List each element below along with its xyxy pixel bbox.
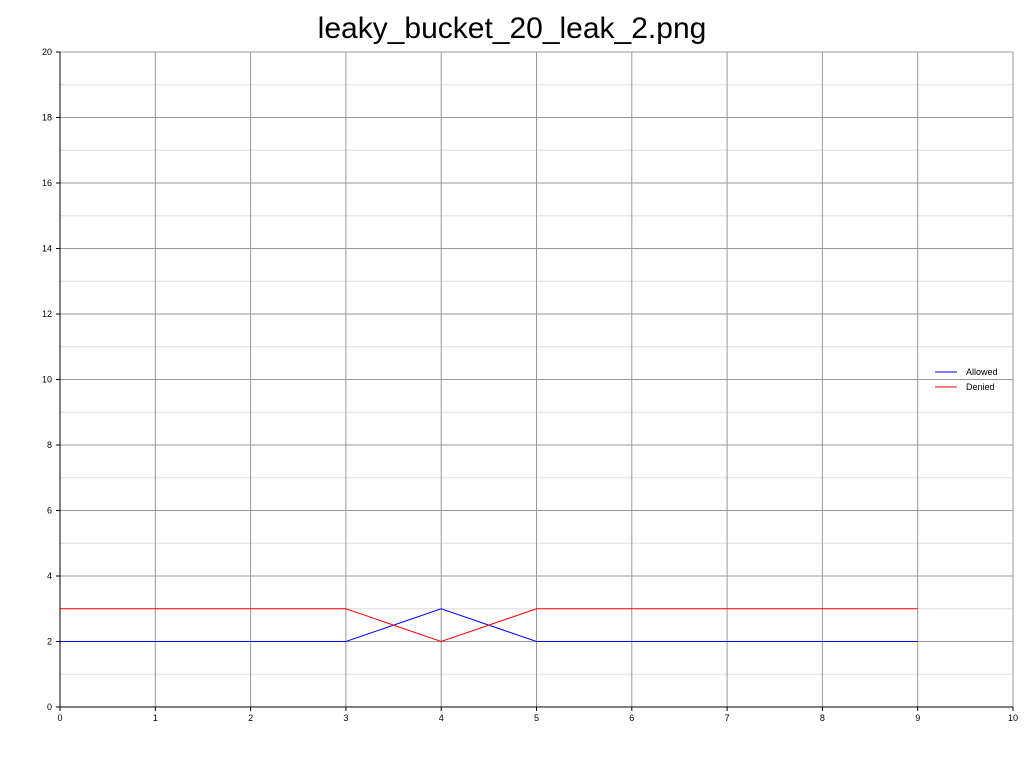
y-tick-label: 4 — [47, 571, 52, 581]
y-tick-label: 20 — [42, 47, 52, 57]
y-tick-label: 8 — [47, 440, 52, 450]
x-tick-label: 2 — [248, 713, 253, 723]
series-lines — [59, 608, 918, 643]
x-tick-label: 0 — [57, 713, 62, 723]
chart-title: leaky_bucket_20_leak_2.png — [317, 12, 707, 45]
series-line-denied — [60, 608, 918, 643]
y-tick-label: 12 — [42, 309, 52, 319]
legend-label-denied: Denied — [966, 382, 995, 392]
y-tick-label: 10 — [42, 375, 52, 385]
x-tick-label: 10 — [1008, 713, 1018, 723]
x-tick-label: 1 — [153, 713, 158, 723]
legend-label-allowed: Allowed — [966, 367, 998, 377]
x-tick-label: 9 — [915, 713, 920, 723]
legend: Allowed Denied — [935, 367, 998, 392]
y-tick-label: 0 — [47, 702, 52, 712]
y-tick-label: 14 — [42, 244, 52, 254]
x-tick-label: 8 — [820, 713, 825, 723]
y-tick-label: 18 — [42, 113, 52, 123]
x-tick-label: 5 — [534, 713, 539, 723]
y-tick-label: 2 — [47, 637, 52, 647]
x-tick-label: 4 — [439, 713, 444, 723]
x-tick-label: 3 — [343, 713, 348, 723]
x-tick-label: 7 — [725, 713, 730, 723]
y-tick-label: 16 — [42, 178, 52, 188]
axes — [56, 51, 1014, 711]
x-tick-label: 6 — [629, 713, 634, 723]
y-tick-label: 6 — [47, 506, 52, 516]
